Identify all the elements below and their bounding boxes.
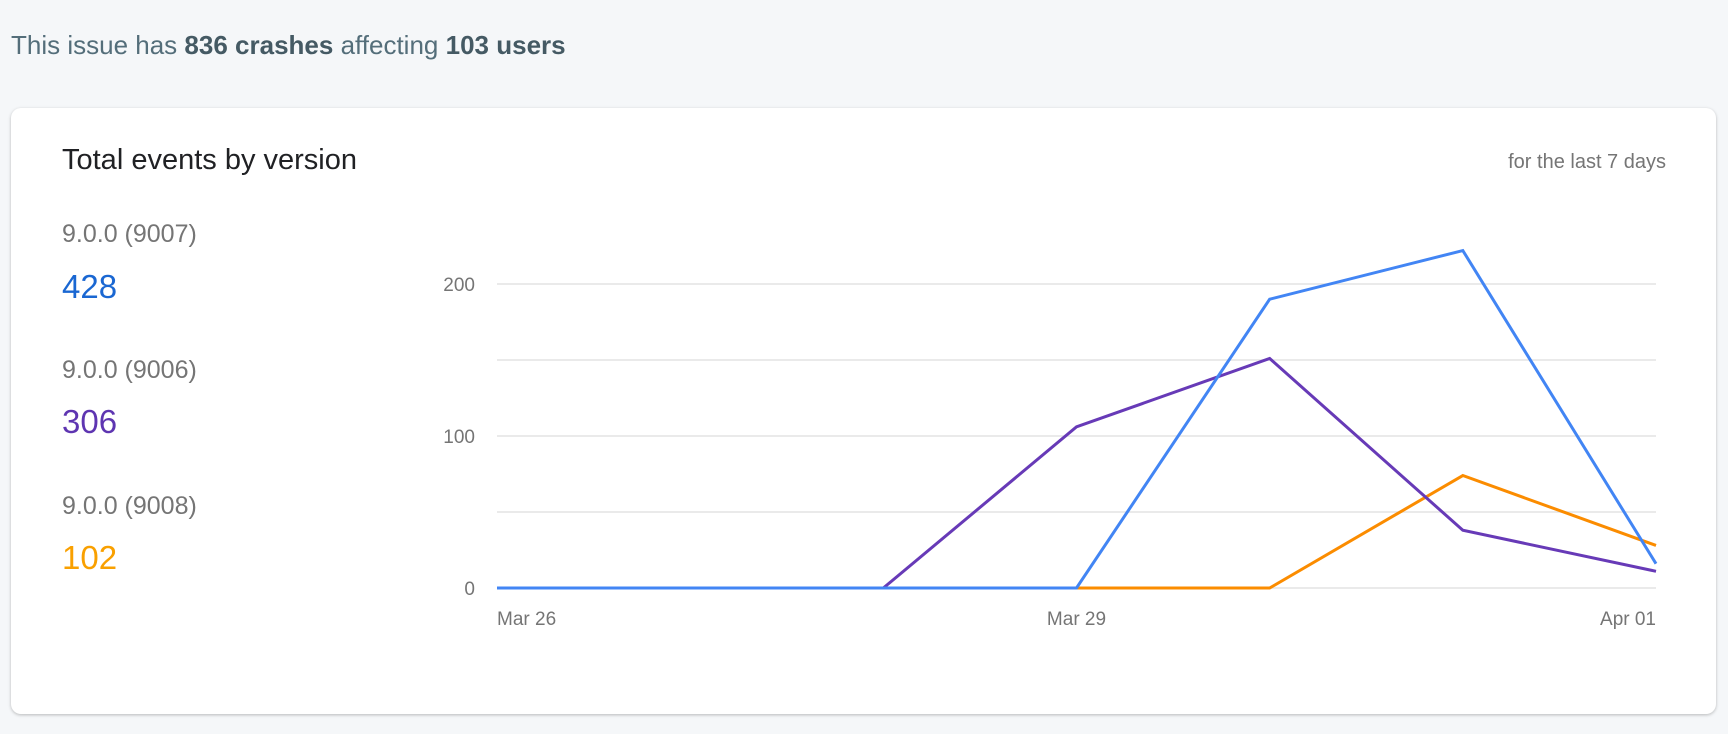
y-tick-label: 0 bbox=[464, 579, 475, 600]
series-line-9-0-0-9008- bbox=[497, 473, 1657, 590]
series-line-9-0-0-9006- bbox=[497, 356, 1657, 590]
series-line-9-0-0-9007- bbox=[497, 248, 1658, 590]
x-tick-label: Mar 26 bbox=[497, 609, 556, 630]
y-tick-label: 100 bbox=[443, 427, 475, 448]
user-count: 103 users bbox=[445, 30, 566, 60]
legend-label-9007: 9.0.0 (9007) bbox=[62, 220, 197, 248]
legend-total-9008: 102 bbox=[62, 539, 118, 576]
y-tick-label: 200 bbox=[443, 275, 475, 296]
period-label: for the last 7 days bbox=[1508, 151, 1666, 173]
x-tick-label: Apr 01 bbox=[1600, 609, 1656, 630]
x-tick-label: Mar 29 bbox=[1047, 609, 1106, 630]
issue-summary: This issue has 836 crashes affecting 103… bbox=[11, 30, 566, 60]
legend-total-9006: 306 bbox=[62, 403, 118, 440]
card-title: Total events by version bbox=[62, 144, 357, 176]
legend-label-9008: 9.0.0 (9008) bbox=[62, 492, 197, 520]
legend-label-9006: 9.0.0 (9006) bbox=[62, 356, 197, 384]
legend-total-9007: 428 bbox=[62, 268, 118, 305]
crash-count: 836 crashes bbox=[184, 30, 334, 60]
events-by-version-card: Total events by version for the last 7 d… bbox=[11, 108, 1716, 714]
